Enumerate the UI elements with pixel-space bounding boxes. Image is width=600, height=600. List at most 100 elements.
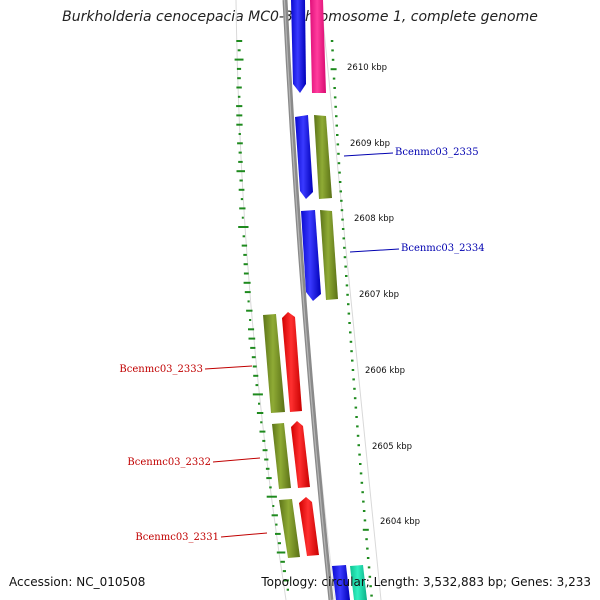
- ruler-tick: [336, 143, 340, 146]
- gc-tick: [239, 179, 243, 182]
- gene-top-reverse: [291, 0, 306, 93]
- ruler-tick: [358, 453, 361, 456]
- ruler-tick: [345, 275, 348, 277]
- ruler-tick: [351, 359, 354, 362]
- accession-text: Accession: NC_010508: [9, 575, 146, 589]
- ruler-tick: [360, 481, 364, 484]
- gene-bcenmc03-2333: [263, 312, 302, 413]
- ruler-tick: [348, 322, 351, 324]
- gc-tick: [248, 337, 256, 340]
- ruler-tick: [353, 397, 357, 400]
- gc-tick: [249, 319, 252, 321]
- ruler-tick: [350, 350, 353, 353]
- gc-tick: [236, 105, 243, 108]
- leader-line-bcenmc03-2332: [212, 457, 261, 463]
- gc-tick: [239, 207, 246, 210]
- ruler-tick: [349, 331, 352, 334]
- gc-tick: [238, 188, 245, 191]
- gc-tick: [237, 49, 241, 52]
- ruler-tick: [356, 434, 360, 437]
- ruler-tick: [337, 152, 340, 155]
- ruler-tick: [359, 472, 363, 475]
- ruler-tick: [367, 566, 371, 569]
- kbp-label-2605: 2605 kbp: [372, 442, 412, 452]
- ruler-tick: [363, 519, 367, 522]
- ruler-tick: [352, 378, 355, 381]
- ruler-tick: [357, 444, 360, 447]
- gc-tick: [243, 272, 249, 275]
- gc-tick: [238, 160, 243, 163]
- gc-tick: [237, 142, 243, 145]
- gc-tick: [234, 58, 244, 61]
- gc-tick: [266, 495, 277, 498]
- ruler-tick: [346, 293, 349, 296]
- ruler-track: [330, 40, 373, 597]
- ruler-tick: [343, 256, 347, 259]
- gc-tick: [258, 402, 261, 405]
- gene-bottom-reverse: [332, 565, 350, 600]
- gc-tick: [262, 439, 266, 442]
- gc-tick: [269, 486, 272, 489]
- ruler-ring-outer: [320, 0, 382, 600]
- gc-content-track: [234, 40, 289, 591]
- gene-label-bcenmc03-2332[interactable]: Bcenmc03_2332: [127, 457, 211, 468]
- kbp-label-2609: 2609 kbp: [350, 139, 390, 149]
- gene-top-forward: [310, 0, 326, 93]
- gene-label-bcenmc03-2333[interactable]: Bcenmc03_2333: [119, 364, 203, 375]
- gc-tick: [236, 40, 243, 42]
- ruler-tick: [362, 528, 369, 531]
- gc-tick: [259, 430, 266, 433]
- gene-label-bcenmc03-2334[interactable]: Bcenmc03_2334: [401, 243, 485, 254]
- ruler-tick: [330, 68, 337, 71]
- ruler-tick: [351, 369, 355, 371]
- ruler-tick: [337, 162, 341, 165]
- ruler-tick: [341, 218, 344, 221]
- gc-tick: [286, 588, 289, 591]
- ruler-tick: [330, 40, 334, 42]
- gc-tick: [256, 412, 264, 414]
- gc-tick: [236, 67, 242, 70]
- ruler-tick: [347, 312, 351, 315]
- gc-tick: [243, 263, 248, 266]
- gc-tick: [247, 300, 250, 303]
- gene-bcenmc03-2335: [295, 115, 332, 199]
- ruler-tick: [333, 96, 337, 99]
- gc-tick: [248, 328, 255, 331]
- ruler-tick: [336, 134, 339, 136]
- ruler-tick: [355, 416, 358, 418]
- ruler-tick: [331, 58, 335, 61]
- gene-bcenmc03-2334: [301, 210, 338, 301]
- ruler-tick: [343, 246, 346, 249]
- kbp-label-2608: 2608 kbp: [354, 214, 394, 224]
- gc-tick: [252, 365, 257, 368]
- gene-label-bcenmc03-2331[interactable]: Bcenmc03_2331: [135, 532, 219, 543]
- gc-tick: [236, 170, 245, 173]
- leader-line-bcenmc03-2334: [349, 248, 400, 253]
- ruler-tick: [334, 105, 337, 108]
- gc-tick: [280, 560, 285, 563]
- gc-tick: [240, 198, 244, 201]
- gc-tick: [243, 281, 251, 284]
- leader-line-bcenmc03-2333: [204, 365, 253, 370]
- ruler-tick: [354, 406, 358, 409]
- gc-tick: [238, 151, 242, 154]
- gc-tick: [253, 374, 259, 377]
- ruler-tick: [359, 463, 362, 465]
- ruler-tick: [342, 237, 345, 240]
- ruler-tick: [362, 500, 365, 503]
- ruler-tick: [340, 199, 343, 202]
- gc-tick: [238, 133, 241, 135]
- ruler-tick: [369, 585, 372, 588]
- gc-tick: [282, 570, 286, 573]
- gc-tick: [264, 458, 269, 461]
- ruler-tick: [331, 49, 334, 52]
- gc-tick: [238, 226, 249, 228]
- gc-tick: [262, 449, 268, 452]
- gc-tick: [272, 505, 275, 507]
- gene-label-bcenmc03-2335[interactable]: Bcenmc03_2335: [395, 147, 479, 158]
- gc-tick: [266, 477, 272, 480]
- ruler-tick: [338, 171, 341, 174]
- gc-tick: [241, 244, 248, 247]
- gc-tick: [276, 551, 286, 554]
- ruler-tick: [341, 228, 345, 230]
